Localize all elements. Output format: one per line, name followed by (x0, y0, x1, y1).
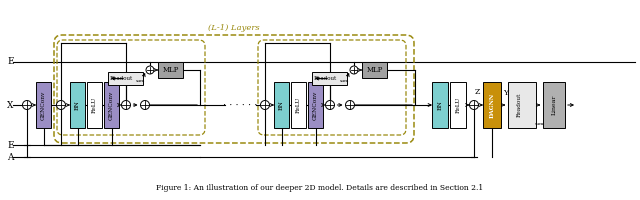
Text: Z: Z (475, 88, 481, 96)
Text: Readout: Readout (110, 76, 133, 81)
Text: sum: sum (136, 79, 145, 83)
Text: ReLU: ReLU (92, 97, 97, 113)
Text: sum: sum (339, 79, 349, 83)
Text: BN: BN (75, 100, 80, 110)
Circle shape (122, 100, 131, 110)
Circle shape (260, 100, 269, 110)
Text: E: E (7, 58, 13, 66)
Text: E: E (7, 140, 13, 150)
Circle shape (470, 100, 479, 110)
FancyBboxPatch shape (36, 82, 51, 128)
Circle shape (326, 100, 335, 110)
FancyBboxPatch shape (104, 82, 119, 128)
FancyBboxPatch shape (543, 82, 565, 128)
FancyBboxPatch shape (308, 82, 323, 128)
FancyBboxPatch shape (87, 82, 102, 128)
FancyBboxPatch shape (108, 72, 143, 85)
Text: sum: sum (535, 122, 544, 126)
Text: Linear: Linear (552, 95, 557, 115)
FancyBboxPatch shape (291, 82, 306, 128)
FancyBboxPatch shape (483, 82, 501, 128)
FancyBboxPatch shape (158, 62, 183, 78)
Circle shape (146, 66, 154, 74)
Text: MLP: MLP (366, 66, 383, 74)
Circle shape (141, 100, 150, 110)
Text: GENConv: GENConv (313, 90, 318, 120)
FancyBboxPatch shape (274, 82, 289, 128)
Text: X: X (7, 100, 13, 110)
Circle shape (350, 66, 358, 74)
Text: BN: BN (279, 100, 284, 110)
Text: DAGNN: DAGNN (490, 92, 495, 118)
Text: GENConv: GENConv (41, 90, 46, 120)
FancyBboxPatch shape (450, 82, 466, 128)
Text: Y: Y (503, 89, 508, 97)
Text: Readout: Readout (314, 76, 337, 81)
Text: ReLU: ReLU (296, 97, 301, 113)
Text: GENConv: GENConv (109, 90, 114, 120)
FancyBboxPatch shape (362, 62, 387, 78)
FancyBboxPatch shape (432, 82, 448, 128)
Text: Figure 1: An illustration of our deeper 2D model. Details are described in Secti: Figure 1: An illustration of our deeper … (156, 184, 484, 192)
FancyBboxPatch shape (70, 82, 85, 128)
Text: BN: BN (438, 100, 442, 110)
Text: MLP: MLP (163, 66, 179, 74)
Text: A: A (7, 152, 13, 162)
FancyBboxPatch shape (312, 72, 347, 85)
Text: · · · · · ·: · · · · · · (223, 100, 257, 110)
Circle shape (56, 100, 65, 110)
FancyBboxPatch shape (508, 82, 536, 128)
Text: (L-1) Layers: (L-1) Layers (208, 24, 260, 32)
Circle shape (346, 100, 355, 110)
Text: ReLU: ReLU (456, 97, 461, 113)
Text: Readout: Readout (516, 93, 522, 117)
Circle shape (22, 100, 31, 110)
